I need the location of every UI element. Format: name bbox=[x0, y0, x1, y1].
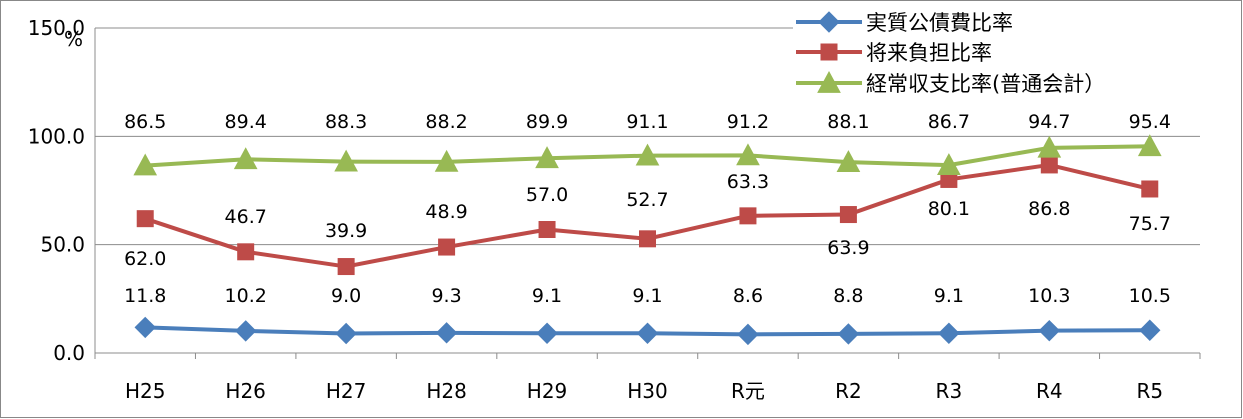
data-label: 8.8 bbox=[833, 285, 863, 307]
data-point-marker bbox=[837, 323, 860, 345]
data-point-marker bbox=[435, 322, 458, 344]
data-point-marker bbox=[1040, 156, 1058, 174]
x-tick-label: R3 bbox=[936, 379, 963, 403]
data-point-marker bbox=[133, 153, 158, 176]
x-tick-label: H27 bbox=[326, 379, 367, 403]
data-label: 89.4 bbox=[225, 111, 267, 133]
data-point-marker bbox=[737, 323, 759, 346]
x-tick-label: H26 bbox=[225, 379, 266, 403]
data-point-marker bbox=[938, 322, 960, 344]
data-point-marker bbox=[1137, 134, 1162, 157]
legend-entry: 実質公債費比率 bbox=[866, 11, 1013, 35]
data-point-marker bbox=[1141, 180, 1159, 198]
data-point-marker bbox=[233, 147, 258, 170]
data-label: 10.3 bbox=[1028, 285, 1070, 307]
data-label: 88.1 bbox=[827, 111, 869, 133]
data-point-marker bbox=[335, 322, 357, 345]
data-point-marker bbox=[836, 150, 861, 172]
data-point-marker bbox=[234, 320, 257, 342]
data-point-marker bbox=[639, 230, 656, 248]
data-point-marker bbox=[1037, 135, 1062, 158]
data-point-marker bbox=[635, 143, 660, 166]
data-label: 88.3 bbox=[325, 111, 367, 133]
data-label: 94.7 bbox=[1028, 111, 1070, 133]
data-label: 95.4 bbox=[1129, 111, 1171, 133]
data-label: 10.2 bbox=[225, 285, 267, 307]
data-label: 9.1 bbox=[632, 285, 662, 307]
data-label: 63.9 bbox=[827, 237, 869, 259]
y-tick-label: 50.0 bbox=[40, 233, 85, 257]
legend-entry: 経常収支比率(普通会計） bbox=[866, 72, 1105, 96]
data-point-marker bbox=[535, 146, 559, 169]
data-label: 11.8 bbox=[124, 285, 166, 307]
data-point-marker bbox=[839, 206, 857, 224]
data-point-marker bbox=[334, 149, 358, 172]
data-point-marker bbox=[1139, 319, 1161, 341]
data-label: 86.5 bbox=[124, 111, 166, 133]
data-label: 9.3 bbox=[431, 285, 461, 307]
data-point-marker bbox=[1038, 319, 1061, 342]
axes: 0.0 50.0 100.0 150.0% H25 H26 H27 H28 H29 H30 R元 R2… bbox=[28, 16, 1201, 403]
legend-background bbox=[793, 2, 1233, 102]
data-point-marker bbox=[636, 322, 659, 344]
data-label: 86.8 bbox=[1028, 198, 1070, 220]
data-label: 57.0 bbox=[526, 184, 568, 206]
x-tick-label: R4 bbox=[1036, 379, 1063, 403]
data-point-marker bbox=[739, 207, 757, 225]
x-tick-label: H25 bbox=[125, 379, 166, 403]
x-tick-label: R元 bbox=[731, 379, 765, 403]
data-point-marker bbox=[237, 243, 255, 261]
data-label: 75.7 bbox=[1129, 213, 1171, 235]
data-point-marker bbox=[937, 153, 961, 175]
data-label: 10.5 bbox=[1129, 285, 1171, 307]
x-tick-label: H29 bbox=[527, 379, 568, 403]
data-labels: 11.8 10.2 9.0 9.3 9.1 9.1 8.6 8.8 9.1 10.3 10.5 62.… bbox=[124, 111, 1171, 307]
y-tick-label: 100.0 bbox=[28, 124, 85, 148]
data-point-marker bbox=[538, 221, 556, 238]
x-tick-label: H30 bbox=[627, 379, 668, 403]
data-label: 8.6 bbox=[733, 285, 763, 307]
data-label: 62.0 bbox=[124, 248, 166, 270]
data-label: 80.1 bbox=[928, 198, 970, 220]
data-point-marker bbox=[536, 322, 558, 344]
data-point-marker bbox=[337, 258, 355, 276]
data-point-marker bbox=[136, 210, 154, 228]
data-label: 9.1 bbox=[532, 285, 562, 307]
data-label: 91.2 bbox=[727, 111, 769, 133]
data-point-marker bbox=[736, 143, 760, 166]
x-tick-label: R2 bbox=[835, 379, 862, 403]
data-label: 39.9 bbox=[325, 220, 367, 242]
data-label: 48.9 bbox=[425, 201, 467, 223]
data-label: 46.7 bbox=[225, 206, 267, 228]
data-label: 9.0 bbox=[331, 285, 361, 307]
data-label: 52.7 bbox=[626, 189, 668, 211]
data-label: 91.1 bbox=[626, 111, 668, 133]
data-point-marker bbox=[134, 316, 156, 339]
data-point-marker bbox=[438, 238, 456, 256]
y-tick-label: 0.0 bbox=[53, 341, 85, 365]
legend-marker bbox=[817, 70, 841, 93]
x-tick-label: H28 bbox=[426, 379, 467, 403]
x-tick-label: R5 bbox=[1136, 379, 1163, 403]
series-group bbox=[133, 134, 1162, 346]
y-tick-label: 150.0 bbox=[28, 16, 85, 40]
legend-marker bbox=[820, 43, 838, 61]
data-label: 88.2 bbox=[425, 111, 467, 133]
data-point-marker bbox=[434, 149, 459, 172]
data-label: 86.7 bbox=[928, 111, 970, 133]
data-label: 63.3 bbox=[727, 171, 769, 193]
legend-marker bbox=[818, 11, 840, 33]
legend-entry: 将来負担比率 bbox=[866, 41, 992, 65]
data-label: 89.9 bbox=[526, 111, 568, 133]
y-unit-label: % bbox=[64, 27, 83, 51]
data-label: 9.1 bbox=[934, 285, 964, 307]
